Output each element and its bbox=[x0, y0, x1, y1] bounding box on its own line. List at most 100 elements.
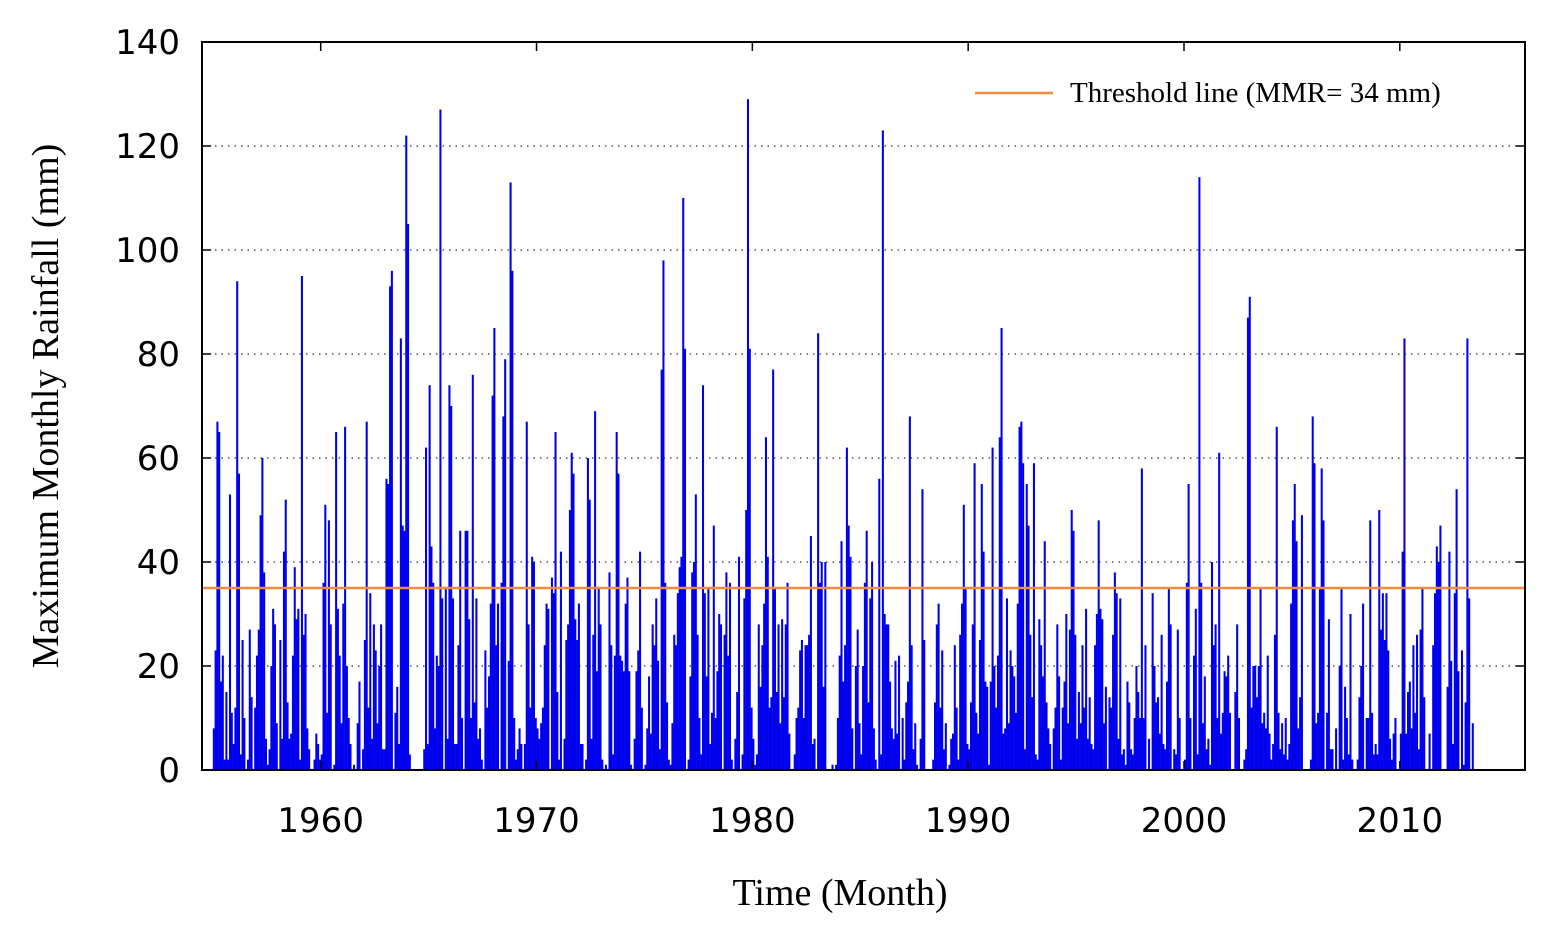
rainfall-bar bbox=[1183, 759, 1187, 770]
rainfall-bar bbox=[1085, 608, 1088, 770]
rainfall-bar bbox=[682, 198, 685, 770]
rainfall-bar bbox=[1288, 744, 1291, 770]
rainfall-bar bbox=[293, 567, 296, 770]
rainfall-bar bbox=[752, 738, 755, 770]
rainfall-bar bbox=[847, 525, 850, 770]
rainfall-bar bbox=[403, 530, 406, 770]
rainfall-bar bbox=[844, 645, 847, 770]
rainfall-bar bbox=[1166, 681, 1169, 770]
rainfall-bar bbox=[750, 707, 753, 770]
rainfall-bar bbox=[676, 593, 679, 770]
rainfall-bar bbox=[939, 707, 942, 770]
rainfall-bar bbox=[867, 702, 870, 770]
rainfall-bar bbox=[385, 478, 388, 770]
rainfall-bar bbox=[559, 551, 562, 770]
rainfall-bar bbox=[1264, 728, 1267, 770]
rainfall-bar bbox=[883, 614, 886, 770]
rainfall-bar bbox=[435, 655, 438, 770]
rainfall-bar bbox=[1196, 754, 1199, 770]
rainfall-bar bbox=[374, 650, 377, 770]
rainfall-bar bbox=[502, 416, 505, 770]
rainfall-bar bbox=[576, 640, 579, 770]
rainfall-bar bbox=[514, 759, 517, 770]
rainfall-bar bbox=[441, 598, 444, 770]
rainfall-bar bbox=[401, 525, 404, 770]
rainfall-bar bbox=[1018, 426, 1021, 770]
rainfall-bar bbox=[286, 702, 289, 770]
rainfall-bar bbox=[692, 562, 696, 770]
rainfall-bar bbox=[1086, 738, 1089, 770]
rainfall-bar bbox=[836, 718, 839, 770]
rainfall-bar bbox=[804, 645, 807, 770]
rainfall-bar bbox=[617, 473, 620, 770]
rainfall-bar bbox=[770, 697, 773, 770]
rainfall-bar bbox=[1448, 551, 1451, 770]
rainfall-bar bbox=[615, 432, 618, 770]
rainfall-bar bbox=[1248, 296, 1251, 770]
rainfall-bar bbox=[955, 707, 958, 770]
rainfall-bar bbox=[734, 738, 737, 770]
rainfall-bar bbox=[696, 634, 699, 770]
rainfall-bar bbox=[651, 624, 654, 770]
rainfall-bar bbox=[892, 738, 895, 770]
y-tick-label: 80 bbox=[137, 335, 180, 375]
rainfall-bar bbox=[743, 598, 746, 770]
rainfall-bar bbox=[329, 624, 332, 770]
rainfall-bar bbox=[781, 619, 784, 770]
rainfall-bar bbox=[793, 754, 796, 770]
rainfall-bar bbox=[1223, 671, 1226, 770]
rainfall-bar bbox=[953, 645, 956, 770]
rainfall-bar bbox=[594, 411, 597, 770]
rainfall-bar bbox=[716, 671, 719, 770]
rainfall-bar bbox=[227, 759, 230, 770]
rainfall-bar bbox=[1237, 718, 1241, 770]
rainfall-bar bbox=[669, 764, 672, 770]
rainfall-bar bbox=[1097, 520, 1100, 770]
rainfall-bar bbox=[941, 650, 944, 770]
rainfall-bar bbox=[1331, 749, 1334, 770]
rainfall-bar bbox=[662, 260, 665, 770]
rainfall-bar bbox=[806, 645, 809, 770]
rainfall-bar bbox=[658, 749, 661, 770]
rainfall-bar bbox=[504, 359, 507, 770]
rainfall-bar bbox=[1414, 712, 1417, 770]
rainfall-bar bbox=[225, 692, 228, 770]
rainfall-bar bbox=[432, 582, 435, 770]
rainfall-bar bbox=[1110, 707, 1113, 770]
rainfall-bar bbox=[942, 749, 946, 770]
rainfall-bar bbox=[1041, 676, 1044, 770]
rainfall-bar bbox=[727, 655, 730, 770]
rainfall-bar bbox=[1300, 515, 1303, 770]
rainfall-bar bbox=[1284, 718, 1287, 770]
rainfall-bar bbox=[1245, 749, 1248, 770]
rainfall-bar bbox=[820, 562, 823, 770]
rainfall-bar bbox=[1407, 692, 1410, 770]
rainfall-bar bbox=[1119, 598, 1122, 770]
rainfall-bar bbox=[460, 718, 464, 770]
rainfall-bar bbox=[881, 130, 884, 770]
rainfall-bar bbox=[531, 556, 534, 770]
rainfall-bar bbox=[905, 702, 908, 770]
rainfall-bar bbox=[581, 744, 584, 770]
rainfall-bar bbox=[1351, 759, 1354, 770]
rainfall-bar bbox=[1214, 624, 1217, 770]
rainfall-bar bbox=[975, 712, 978, 770]
rainfall-bar bbox=[487, 676, 491, 770]
rainfall-bar bbox=[588, 499, 591, 770]
rainfall-bar bbox=[333, 764, 336, 770]
rainfall-bar bbox=[1423, 697, 1426, 770]
rainfall-bar bbox=[1453, 593, 1456, 770]
rainfall-bar bbox=[306, 728, 309, 770]
legend-label-threshold: Threshold line (MMR= 34 mm) bbox=[1070, 77, 1441, 109]
plot-frame bbox=[201, 41, 1526, 771]
rainfall-bar bbox=[1372, 754, 1375, 770]
rainfall-bar bbox=[1421, 588, 1424, 770]
rainfall-bar bbox=[212, 728, 215, 770]
rainfall-bar bbox=[1272, 744, 1275, 770]
rainfall-bar bbox=[764, 437, 767, 770]
rainfall-bar bbox=[1151, 593, 1154, 770]
rainfall-bar bbox=[1185, 582, 1188, 770]
rainfall-bar bbox=[1000, 328, 1003, 770]
rainfall-bar bbox=[223, 759, 226, 770]
rainfall-bar bbox=[1067, 723, 1070, 770]
